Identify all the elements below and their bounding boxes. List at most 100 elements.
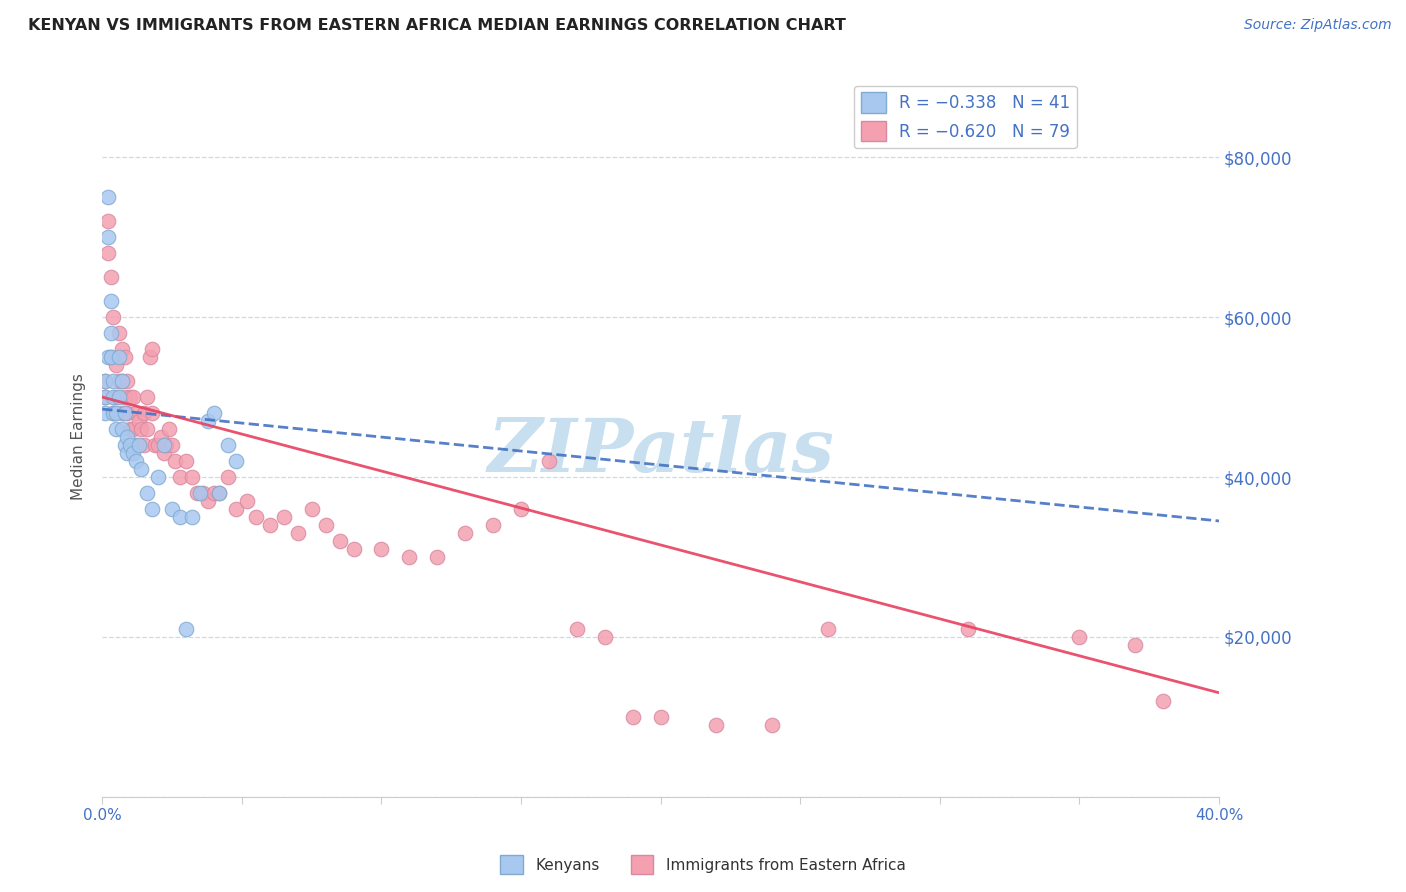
Point bbox=[103, 406, 125, 420]
Point bbox=[100, 326, 122, 341]
Point bbox=[259, 518, 281, 533]
Point bbox=[114, 406, 136, 420]
Point bbox=[114, 438, 136, 452]
Point bbox=[593, 630, 616, 644]
Point bbox=[169, 510, 191, 524]
Point bbox=[160, 502, 183, 516]
Point bbox=[245, 510, 267, 524]
Point bbox=[197, 494, 219, 508]
Point bbox=[122, 422, 145, 436]
Point bbox=[236, 494, 259, 508]
Legend: R = −0.338   N = 41, R = −0.620   N = 79: R = −0.338 N = 41, R = −0.620 N = 79 bbox=[853, 86, 1077, 148]
Point bbox=[225, 502, 247, 516]
Point bbox=[188, 486, 211, 500]
Point bbox=[141, 342, 163, 356]
Point bbox=[217, 470, 239, 484]
Point bbox=[103, 310, 125, 325]
Point bbox=[398, 549, 420, 564]
Point bbox=[817, 622, 839, 636]
Legend: Kenyans, Immigrants from Eastern Africa: Kenyans, Immigrants from Eastern Africa bbox=[495, 849, 911, 880]
Point bbox=[108, 350, 131, 364]
Point bbox=[97, 246, 120, 260]
Point bbox=[202, 486, 225, 500]
Point bbox=[225, 454, 247, 468]
Point bbox=[141, 406, 163, 420]
Point bbox=[565, 622, 588, 636]
Point bbox=[120, 390, 142, 404]
Point bbox=[94, 390, 117, 404]
Point bbox=[301, 502, 323, 516]
Point bbox=[191, 486, 214, 500]
Point bbox=[138, 350, 160, 364]
Point bbox=[342, 541, 364, 556]
Point bbox=[94, 390, 117, 404]
Point bbox=[621, 710, 644, 724]
Point bbox=[100, 350, 122, 364]
Point bbox=[125, 406, 148, 420]
Point bbox=[761, 718, 783, 732]
Point bbox=[97, 190, 120, 204]
Point bbox=[122, 390, 145, 404]
Point bbox=[141, 502, 163, 516]
Point bbox=[125, 438, 148, 452]
Point bbox=[108, 390, 131, 404]
Point bbox=[287, 525, 309, 540]
Point bbox=[152, 438, 174, 452]
Point bbox=[108, 326, 131, 341]
Point bbox=[1069, 630, 1091, 644]
Point bbox=[956, 622, 979, 636]
Point bbox=[117, 446, 139, 460]
Point bbox=[370, 541, 392, 556]
Point bbox=[1152, 694, 1174, 708]
Text: Source: ZipAtlas.com: Source: ZipAtlas.com bbox=[1244, 18, 1392, 32]
Point bbox=[94, 406, 117, 420]
Point bbox=[105, 390, 128, 404]
Point bbox=[103, 406, 125, 420]
Point bbox=[105, 422, 128, 436]
Point bbox=[510, 502, 533, 516]
Point bbox=[135, 486, 157, 500]
Point bbox=[706, 718, 728, 732]
Point bbox=[131, 462, 153, 476]
Point bbox=[111, 374, 134, 388]
Point bbox=[100, 294, 122, 309]
Point bbox=[1123, 638, 1146, 652]
Point bbox=[132, 438, 155, 452]
Point bbox=[100, 350, 122, 364]
Point bbox=[117, 430, 139, 444]
Point bbox=[111, 422, 134, 436]
Point bbox=[186, 486, 208, 500]
Point bbox=[149, 430, 172, 444]
Point bbox=[208, 486, 231, 500]
Point bbox=[537, 454, 560, 468]
Point bbox=[120, 422, 142, 436]
Point bbox=[152, 446, 174, 460]
Point bbox=[135, 422, 157, 436]
Point bbox=[117, 374, 139, 388]
Point bbox=[128, 414, 150, 428]
Point bbox=[157, 422, 180, 436]
Point bbox=[273, 510, 295, 524]
Point bbox=[315, 518, 337, 533]
Text: ZIPatlas: ZIPatlas bbox=[488, 415, 834, 488]
Point bbox=[217, 438, 239, 452]
Point bbox=[135, 390, 157, 404]
Point bbox=[111, 406, 134, 420]
Point bbox=[105, 406, 128, 420]
Point bbox=[111, 374, 134, 388]
Point bbox=[97, 350, 120, 364]
Point bbox=[650, 710, 672, 724]
Point bbox=[180, 510, 202, 524]
Point bbox=[163, 454, 186, 468]
Point bbox=[117, 406, 139, 420]
Point bbox=[105, 358, 128, 372]
Point bbox=[103, 390, 125, 404]
Point bbox=[174, 454, 197, 468]
Point bbox=[180, 470, 202, 484]
Point bbox=[94, 374, 117, 388]
Point bbox=[197, 414, 219, 428]
Point bbox=[125, 454, 148, 468]
Point bbox=[122, 446, 145, 460]
Point bbox=[146, 438, 169, 452]
Point bbox=[454, 525, 477, 540]
